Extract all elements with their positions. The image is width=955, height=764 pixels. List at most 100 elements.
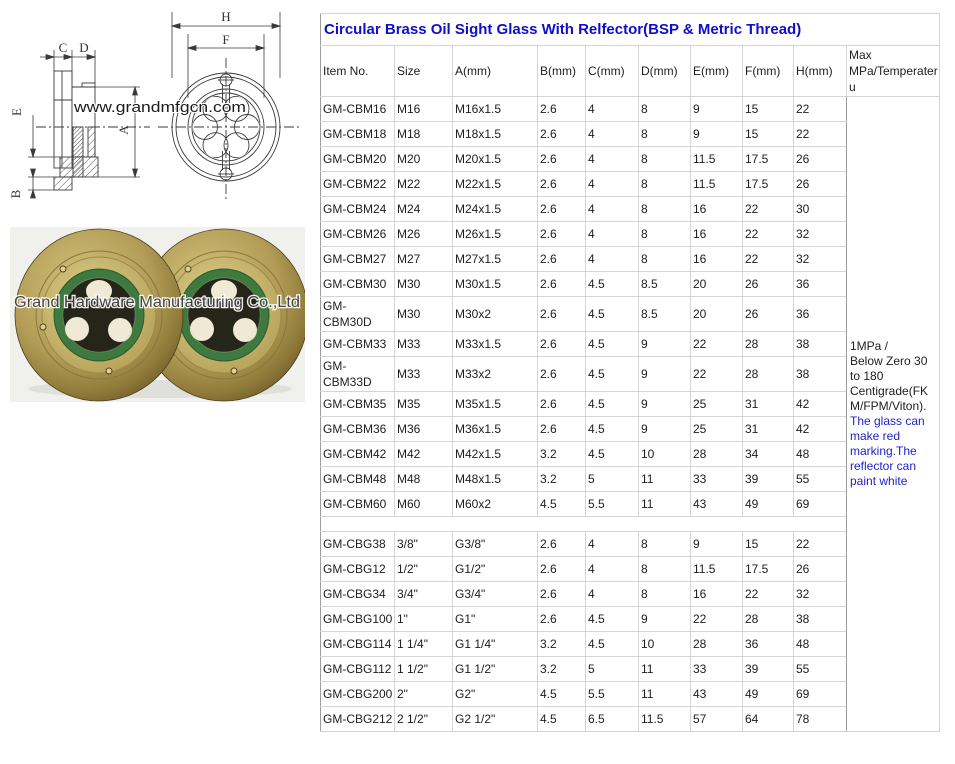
spec-cell: 16 [690,196,743,222]
spec-cell: 39 [742,656,794,682]
spec-cell: 16 [690,581,743,607]
spec-cell: 55 [793,656,847,682]
spec-cell: M20x1.5 [452,146,538,172]
spec-cell: GM-CBM48 [320,466,395,492]
spec-cell: 3.2 [537,656,586,682]
spec-cell: M36 [394,416,453,442]
dim-label-a: A [116,125,131,135]
spec-cell: GM-CBM27 [320,246,395,272]
spec-cell: M33x2 [452,356,538,392]
spec-cell: 5.5 [585,491,639,517]
column-header: Max MPa/Temperateru [845,45,941,97]
spec-cell: 4 [585,146,639,172]
spec-cell: 42 [793,391,847,417]
spec-cell: G1" [452,606,538,632]
spec-cell: 43 [690,491,743,517]
spec-cell: 22 [690,606,743,632]
drawing-svg: C D E A B H F www.grandmfgcn.com [8,9,299,199]
spec-cell: 26 [742,271,794,297]
table-row: GM-CBM33 M33 M33x1.5 2.6 4.5 9 22 28 38 [320,331,940,357]
spec-cell: 38 [793,356,847,392]
spec-cell: M22x1.5 [452,171,538,197]
spec-cell: 8 [638,171,691,197]
spec-cell: M26x1.5 [452,221,538,247]
spec-cell: GM-CBG34 [320,581,395,607]
dimension-labels: C D E A B H F [8,9,231,198]
spec-cell: 78 [793,706,847,732]
spec-table-body: Circular Brass Oil Sight Glass With Relf… [319,13,941,732]
spec-cell: 8.5 [638,296,691,332]
spec-cell: G3/4" [452,581,538,607]
photo-svg: Grand Hardware Manufacturing Co.,Ltd [10,227,309,402]
spec-cell: M18 [394,121,453,147]
spec-cell: 8 [638,96,691,122]
dim-label-b: B [8,189,23,198]
spec-cell: M35 [394,391,453,417]
column-header: D(mm) [638,45,691,97]
spec-cell: 20 [690,271,743,297]
spec-cell: 2.6 [537,356,586,392]
spec-cell: M48 [394,466,453,492]
spec-cell: 57 [690,706,743,732]
spec-cell: 5.5 [585,681,639,707]
spec-cell: 26 [793,556,847,582]
column-header: H(mm) [793,45,847,97]
spec-cell: 38 [793,606,847,632]
spec-cell: 22 [742,196,794,222]
spec-cell: M60x2 [452,491,538,517]
spec-cell: 2.6 [537,121,586,147]
spec-cell: 9 [638,356,691,392]
spec-cell: M30x2 [452,296,538,332]
spec-cell: 64 [742,706,794,732]
spec-table: Circular Brass Oil Sight Glass With Relf… [319,13,941,732]
side-view-dimensions [28,50,140,199]
spec-cell: 22 [793,531,847,557]
spec-cell: 4 [585,121,639,147]
spec-cell: 9 [690,531,743,557]
spec-cell: GM-CBG212 [320,706,395,732]
spec-cell: 22 [793,96,847,122]
column-header: F(mm) [742,45,794,97]
spec-cell: 43 [690,681,743,707]
spec-cell: 4.5 [585,271,639,297]
spec-cell: 28 [742,606,794,632]
spec-cell: 11.5 [690,556,743,582]
spec-cell: 2.6 [537,581,586,607]
table-row: GM-CBM18 M18 M18x1.5 2.6 4 8 9 15 22 [320,121,940,147]
spec-cell: 31 [742,391,794,417]
spec-cell: M33x1.5 [452,331,538,357]
spec-cell: M30 [394,271,453,297]
spec-cell: M42 [394,441,453,467]
spec-cell: 25 [690,416,743,442]
spec-cell: 28 [742,356,794,392]
table-row: GM-CBG34 3/4" G3/4" 2.6 4 8 16 22 32 [320,581,940,607]
spec-cell: 8 [638,196,691,222]
spacer-cell [394,516,453,532]
spec-cell: 8 [638,246,691,272]
spec-cell: 11.5 [638,706,691,732]
spec-cell: 16 [690,221,743,247]
spec-cell: 34 [742,441,794,467]
spec-cell: 26 [793,146,847,172]
spec-cell: 10 [638,441,691,467]
side-view-cross-section [36,70,150,191]
spec-cell: 4.5 [585,391,639,417]
spec-cell: 1 1/4" [394,631,453,657]
table-row: GM-CBM26 M26 M26x1.5 2.6 4 8 16 22 32 [320,221,940,247]
table-row: GM-CBG200 2" G2" 4.5 5.5 11 43 49 69 [320,681,940,707]
spec-cell: 32 [793,221,847,247]
spec-cell: 5 [585,656,639,682]
spec-cell: 22 [793,121,847,147]
spec-cell: 10 [638,631,691,657]
table-row: GM-CBM42 M42 M42x1.5 3.2 4.5 10 28 34 48 [320,441,940,467]
spec-cell: 5 [585,466,639,492]
spec-cell: 4 [585,96,639,122]
column-header: Item No. [320,45,395,97]
column-header: A(mm) [452,45,538,97]
spec-cell: 4.5 [585,331,639,357]
max-mpa-note-cell: 1MPa / Below Zero 30 to 180 Centigrade(F… [845,96,941,732]
table-row: GM-CBM16 M16 M16x1.5 2.6 4 8 9 15 22 1MPa / Below… [320,96,941,732]
spec-cell: 4.5 [585,356,639,392]
spec-cell: 4.5 [537,706,586,732]
column-header: E(mm) [690,45,743,97]
